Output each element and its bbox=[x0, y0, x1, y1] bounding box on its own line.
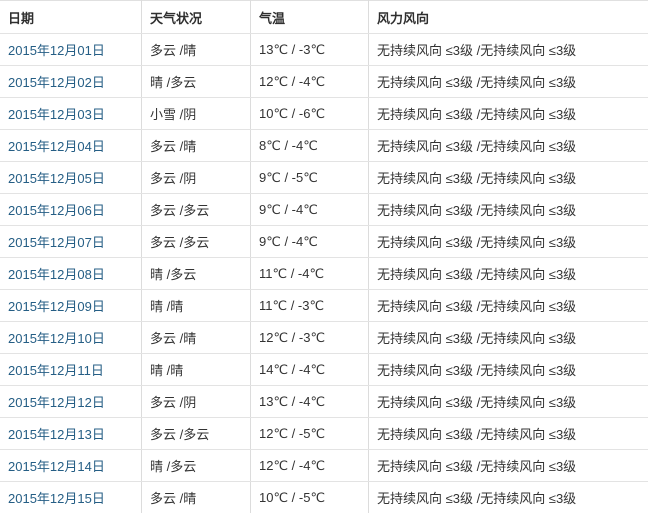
date-link[interactable]: 2015年12月07日 bbox=[8, 235, 105, 250]
date-cell: 2015年12月04日 bbox=[0, 129, 142, 162]
date-link[interactable]: 2015年12月05日 bbox=[8, 171, 105, 186]
weather-cell: 多云 /多云 bbox=[141, 225, 251, 258]
date-cell: 2015年12月06日 bbox=[0, 193, 142, 226]
date-cell: 2015年12月10日 bbox=[0, 321, 142, 354]
date-link[interactable]: 2015年12月14日 bbox=[8, 459, 105, 474]
temperature-cell: 11℃ / -3℃ bbox=[250, 289, 369, 322]
temperature-cell: 9℃ / -4℃ bbox=[250, 225, 369, 258]
weather-cell: 小雪 /阴 bbox=[141, 97, 251, 130]
date-link[interactable]: 2015年12月10日 bbox=[8, 331, 105, 346]
table-row: 2015年12月13日 多云 /多云 12℃ / -5℃ 无持续风向 ≤3级 /… bbox=[0, 417, 648, 450]
table-row: 2015年12月12日 多云 /阴 13℃ / -4℃ 无持续风向 ≤3级 /无… bbox=[0, 385, 648, 418]
temperature-cell: 12℃ / -4℃ bbox=[250, 65, 369, 98]
header-temperature: 气温 bbox=[250, 0, 369, 34]
date-cell: 2015年12月09日 bbox=[0, 289, 142, 322]
date-cell: 2015年12月05日 bbox=[0, 161, 142, 194]
table-row: 2015年12月05日 多云 /阴 9℃ / -5℃ 无持续风向 ≤3级 /无持… bbox=[0, 161, 648, 194]
date-link[interactable]: 2015年12月03日 bbox=[8, 107, 105, 122]
temperature-cell: 12℃ / -5℃ bbox=[250, 417, 369, 450]
wind-cell: 无持续风向 ≤3级 /无持续风向 ≤3级 bbox=[368, 449, 648, 482]
date-link[interactable]: 2015年12月11日 bbox=[8, 363, 104, 378]
temperature-cell: 10℃ / -5℃ bbox=[250, 481, 369, 513]
table-header: 日期 天气状况 气温 风力风向 bbox=[0, 0, 648, 34]
table-body: 2015年12月01日 多云 /晴 13℃ / -3℃ 无持续风向 ≤3级 /无… bbox=[0, 33, 648, 513]
date-cell: 2015年12月03日 bbox=[0, 97, 142, 130]
weather-cell: 多云 /阴 bbox=[141, 385, 251, 418]
wind-cell: 无持续风向 ≤3级 /无持续风向 ≤3级 bbox=[368, 353, 648, 386]
date-cell: 2015年12月14日 bbox=[0, 449, 142, 482]
wind-cell: 无持续风向 ≤3级 /无持续风向 ≤3级 bbox=[368, 321, 648, 354]
wind-cell: 无持续风向 ≤3级 /无持续风向 ≤3级 bbox=[368, 481, 648, 513]
weather-cell: 晴 /多云 bbox=[141, 65, 251, 98]
temperature-cell: 13℃ / -3℃ bbox=[250, 33, 369, 66]
wind-cell: 无持续风向 ≤3级 /无持续风向 ≤3级 bbox=[368, 129, 648, 162]
weather-cell: 多云 /多云 bbox=[141, 193, 251, 226]
wind-cell: 无持续风向 ≤3级 /无持续风向 ≤3级 bbox=[368, 225, 648, 258]
weather-cell: 多云 /多云 bbox=[141, 417, 251, 450]
wind-cell: 无持续风向 ≤3级 /无持续风向 ≤3级 bbox=[368, 289, 648, 322]
header-wind: 风力风向 bbox=[368, 0, 648, 34]
weather-cell: 晴 /多云 bbox=[141, 449, 251, 482]
wind-cell: 无持续风向 ≤3级 /无持续风向 ≤3级 bbox=[368, 65, 648, 98]
date-link[interactable]: 2015年12月06日 bbox=[8, 203, 105, 218]
weather-cell: 多云 /晴 bbox=[141, 321, 251, 354]
temperature-cell: 13℃ / -4℃ bbox=[250, 385, 369, 418]
header-date: 日期 bbox=[0, 0, 142, 34]
date-link[interactable]: 2015年12月01日 bbox=[8, 43, 105, 58]
weather-cell: 晴 /多云 bbox=[141, 257, 251, 290]
weather-cell: 多云 /晴 bbox=[141, 33, 251, 66]
temperature-cell: 14℃ / -4℃ bbox=[250, 353, 369, 386]
wind-cell: 无持续风向 ≤3级 /无持续风向 ≤3级 bbox=[368, 417, 648, 450]
temperature-cell: 12℃ / -4℃ bbox=[250, 449, 369, 482]
temperature-cell: 9℃ / -4℃ bbox=[250, 193, 369, 226]
table-row: 2015年12月01日 多云 /晴 13℃ / -3℃ 无持续风向 ≤3级 /无… bbox=[0, 33, 648, 66]
date-cell: 2015年12月07日 bbox=[0, 225, 142, 258]
wind-cell: 无持续风向 ≤3级 /无持续风向 ≤3级 bbox=[368, 193, 648, 226]
temperature-cell: 9℃ / -5℃ bbox=[250, 161, 369, 194]
table-row: 2015年12月04日 多云 /晴 8℃ / -4℃ 无持续风向 ≤3级 /无持… bbox=[0, 129, 648, 162]
date-link[interactable]: 2015年12月09日 bbox=[8, 299, 105, 314]
table-row: 2015年12月02日 晴 /多云 12℃ / -4℃ 无持续风向 ≤3级 /无… bbox=[0, 65, 648, 98]
date-cell: 2015年12月15日 bbox=[0, 481, 142, 513]
table-row: 2015年12月10日 多云 /晴 12℃ / -3℃ 无持续风向 ≤3级 /无… bbox=[0, 321, 648, 354]
wind-cell: 无持续风向 ≤3级 /无持续风向 ≤3级 bbox=[368, 33, 648, 66]
wind-cell: 无持续风向 ≤3级 /无持续风向 ≤3级 bbox=[368, 257, 648, 290]
table-row: 2015年12月14日 晴 /多云 12℃ / -4℃ 无持续风向 ≤3级 /无… bbox=[0, 449, 648, 482]
table-row: 2015年12月06日 多云 /多云 9℃ / -4℃ 无持续风向 ≤3级 /无… bbox=[0, 193, 648, 226]
date-link[interactable]: 2015年12月15日 bbox=[8, 491, 105, 506]
temperature-cell: 10℃ / -6℃ bbox=[250, 97, 369, 130]
date-cell: 2015年12月11日 bbox=[0, 353, 142, 386]
date-cell: 2015年12月08日 bbox=[0, 257, 142, 290]
date-cell: 2015年12月13日 bbox=[0, 417, 142, 450]
table-row: 2015年12月11日 晴 /晴 14℃ / -4℃ 无持续风向 ≤3级 /无持… bbox=[0, 353, 648, 386]
table-row: 2015年12月09日 晴 /晴 11℃ / -3℃ 无持续风向 ≤3级 /无持… bbox=[0, 289, 648, 322]
header-row: 日期 天气状况 气温 风力风向 bbox=[0, 0, 648, 34]
date-cell: 2015年12月12日 bbox=[0, 385, 142, 418]
wind-cell: 无持续风向 ≤3级 /无持续风向 ≤3级 bbox=[368, 385, 648, 418]
date-cell: 2015年12月01日 bbox=[0, 33, 142, 66]
table-row: 2015年12月15日 多云 /晴 10℃ / -5℃ 无持续风向 ≤3级 /无… bbox=[0, 481, 648, 513]
weather-cell: 多云 /阴 bbox=[141, 161, 251, 194]
date-link[interactable]: 2015年12月13日 bbox=[8, 427, 105, 442]
wind-cell: 无持续风向 ≤3级 /无持续风向 ≤3级 bbox=[368, 97, 648, 130]
table-row: 2015年12月07日 多云 /多云 9℃ / -4℃ 无持续风向 ≤3级 /无… bbox=[0, 225, 648, 258]
header-weather: 天气状况 bbox=[141, 0, 251, 34]
weather-cell: 多云 /晴 bbox=[141, 129, 251, 162]
weather-cell: 晴 /晴 bbox=[141, 353, 251, 386]
table-row: 2015年12月08日 晴 /多云 11℃ / -4℃ 无持续风向 ≤3级 /无… bbox=[0, 257, 648, 290]
date-cell: 2015年12月02日 bbox=[0, 65, 142, 98]
wind-cell: 无持续风向 ≤3级 /无持续风向 ≤3级 bbox=[368, 161, 648, 194]
temperature-cell: 11℃ / -4℃ bbox=[250, 257, 369, 290]
date-link[interactable]: 2015年12月02日 bbox=[8, 75, 105, 90]
table-row: 2015年12月03日 小雪 /阴 10℃ / -6℃ 无持续风向 ≤3级 /无… bbox=[0, 97, 648, 130]
date-link[interactable]: 2015年12月12日 bbox=[8, 395, 105, 410]
temperature-cell: 12℃ / -3℃ bbox=[250, 321, 369, 354]
temperature-cell: 8℃ / -4℃ bbox=[250, 129, 369, 162]
weather-cell: 晴 /晴 bbox=[141, 289, 251, 322]
date-link[interactable]: 2015年12月08日 bbox=[8, 267, 105, 282]
weather-cell: 多云 /晴 bbox=[141, 481, 251, 513]
date-link[interactable]: 2015年12月04日 bbox=[8, 139, 105, 154]
